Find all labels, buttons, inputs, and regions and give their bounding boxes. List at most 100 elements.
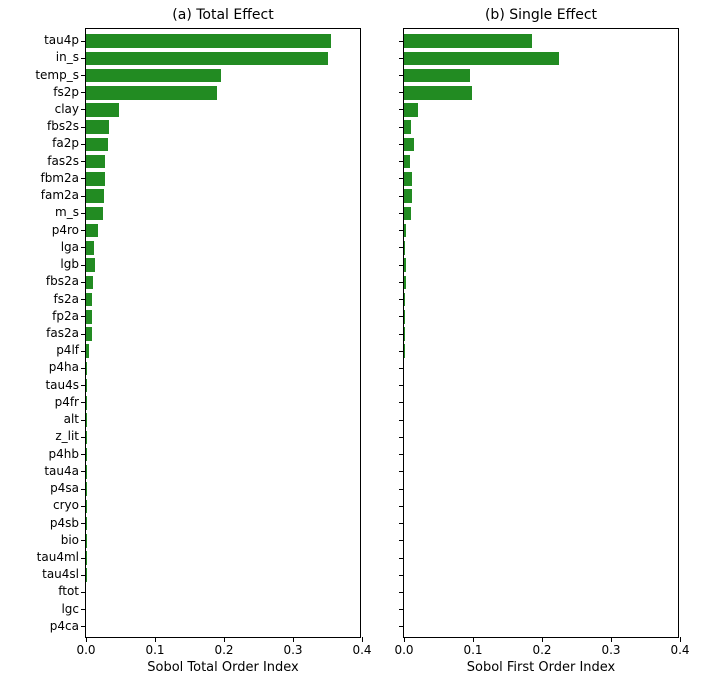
x-tick-label: 0.2 bbox=[214, 643, 233, 657]
y-tick bbox=[81, 575, 86, 576]
y-tick bbox=[81, 41, 86, 42]
y-tick bbox=[399, 523, 404, 524]
x-tick-label: 0.0 bbox=[76, 643, 95, 657]
bar bbox=[86, 207, 103, 221]
bar bbox=[404, 207, 411, 221]
y-tick bbox=[399, 626, 404, 627]
bar bbox=[86, 52, 328, 66]
plot-area bbox=[404, 29, 678, 637]
y-tick-label: p4ca bbox=[0, 620, 79, 632]
bar bbox=[404, 276, 406, 290]
y-tick bbox=[81, 489, 86, 490]
y-tick bbox=[81, 196, 86, 197]
bar bbox=[86, 69, 221, 83]
bar bbox=[86, 379, 87, 393]
y-tick-label: tau4a bbox=[0, 465, 79, 477]
chart-panel: (a) Total EffectSobol Total Order Index0… bbox=[85, 28, 361, 638]
bar bbox=[86, 241, 94, 255]
bar bbox=[404, 189, 412, 203]
x-tick bbox=[404, 637, 405, 642]
bar bbox=[86, 172, 105, 186]
x-tick-label: 0.1 bbox=[145, 643, 164, 657]
bar bbox=[404, 155, 410, 169]
x-tick-label: 0.4 bbox=[670, 643, 689, 657]
y-tick bbox=[399, 437, 404, 438]
bar bbox=[86, 448, 87, 462]
bar bbox=[86, 517, 87, 531]
x-tick bbox=[293, 637, 294, 642]
y-tick bbox=[81, 351, 86, 352]
y-tick bbox=[399, 109, 404, 110]
x-tick bbox=[542, 637, 543, 642]
bar bbox=[86, 293, 92, 307]
y-tick bbox=[81, 523, 86, 524]
x-tick bbox=[224, 637, 225, 642]
y-tick bbox=[81, 299, 86, 300]
y-tick-label: p4sb bbox=[0, 517, 79, 529]
y-tick-label: temp_s bbox=[0, 69, 79, 81]
x-tick bbox=[155, 637, 156, 642]
y-tick bbox=[399, 402, 404, 403]
y-tick bbox=[399, 299, 404, 300]
panel-title: (a) Total Effect bbox=[86, 7, 360, 23]
bar bbox=[86, 120, 109, 134]
y-tick-label: fa2p bbox=[0, 137, 79, 149]
y-tick bbox=[399, 75, 404, 76]
y-tick bbox=[399, 592, 404, 593]
bar bbox=[404, 172, 412, 186]
y-tick bbox=[81, 334, 86, 335]
y-tick bbox=[399, 489, 404, 490]
y-tick bbox=[81, 454, 86, 455]
bar bbox=[86, 431, 87, 445]
y-tick bbox=[399, 230, 404, 231]
bar bbox=[86, 310, 92, 324]
bar bbox=[404, 344, 405, 358]
y-tick bbox=[81, 178, 86, 179]
panel-title: (b) Single Effect bbox=[404, 7, 678, 23]
x-tick bbox=[362, 637, 363, 642]
y-tick bbox=[81, 420, 86, 421]
y-tick-label: m_s bbox=[0, 206, 79, 218]
y-tick-label: ftot bbox=[0, 585, 79, 597]
y-tick-label: p4fr bbox=[0, 396, 79, 408]
y-tick-label: tau4sl bbox=[0, 568, 79, 580]
y-tick bbox=[81, 282, 86, 283]
y-tick bbox=[399, 127, 404, 128]
x-tick-label: 0.0 bbox=[394, 643, 413, 657]
y-tick bbox=[81, 247, 86, 248]
y-tick-label: fas2a bbox=[0, 327, 79, 339]
y-tick-label: p4hb bbox=[0, 448, 79, 460]
bar bbox=[86, 103, 119, 117]
chart-panel: (b) Single EffectSobol First Order Index… bbox=[403, 28, 679, 638]
figure: tau4pin_stemp_sfs2pclayfbs2sfa2pfas2sfbm… bbox=[0, 0, 709, 692]
y-tick bbox=[399, 265, 404, 266]
plot-area bbox=[86, 29, 360, 637]
y-tick-label: in_s bbox=[0, 51, 79, 63]
x-tick bbox=[473, 637, 474, 642]
y-tick bbox=[81, 471, 86, 472]
y-tick bbox=[81, 213, 86, 214]
bar bbox=[404, 310, 405, 324]
y-tick bbox=[399, 609, 404, 610]
y-tick bbox=[399, 41, 404, 42]
bar bbox=[404, 86, 472, 100]
y-tick bbox=[399, 351, 404, 352]
bar bbox=[86, 344, 89, 358]
y-tick-label: alt bbox=[0, 413, 79, 425]
x-tick bbox=[86, 637, 87, 642]
y-tick bbox=[399, 196, 404, 197]
bar bbox=[86, 276, 93, 290]
x-tick bbox=[611, 637, 612, 642]
y-tick-label: p4ha bbox=[0, 361, 79, 373]
y-tick-label: p4ro bbox=[0, 224, 79, 236]
y-tick bbox=[399, 558, 404, 559]
bar bbox=[86, 413, 87, 427]
bar bbox=[86, 86, 217, 100]
y-tick bbox=[399, 575, 404, 576]
y-tick bbox=[81, 385, 86, 386]
y-tick bbox=[81, 316, 86, 317]
bar bbox=[404, 138, 414, 152]
y-tick-label: tau4s bbox=[0, 379, 79, 391]
bar bbox=[86, 482, 87, 496]
y-tick bbox=[399, 368, 404, 369]
